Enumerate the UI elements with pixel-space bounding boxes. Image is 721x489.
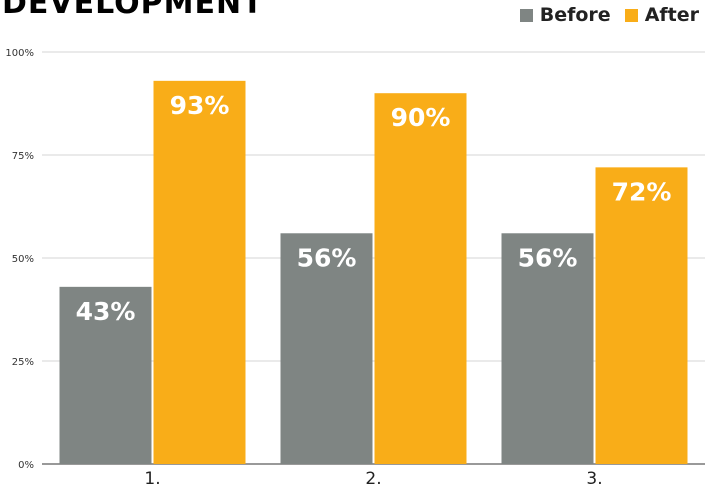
y-tick-label: 50% xyxy=(12,254,34,265)
bar-before-3 xyxy=(501,233,594,464)
data-label-before-3: 56% xyxy=(518,243,578,272)
x-category-label: 2. xyxy=(365,469,381,489)
data-label-after-3: 72% xyxy=(612,177,672,206)
x-category-label: 1. xyxy=(144,469,160,489)
y-tick-label: 25% xyxy=(12,357,34,368)
chart-title: DEVELOPMENT xyxy=(2,0,264,21)
bar-before-2 xyxy=(280,233,373,464)
y-tick-label: 100% xyxy=(5,48,34,59)
legend-item-after: After xyxy=(624,4,699,26)
y-tick-label: 75% xyxy=(12,151,34,162)
bar-before-1 xyxy=(59,286,152,464)
legend-item-before: Before xyxy=(519,4,611,26)
data-label-before-1: 43% xyxy=(76,297,136,326)
legend-swatch-before xyxy=(519,8,533,22)
data-label-after-1: 93% xyxy=(170,91,230,120)
legend: Before After xyxy=(519,4,699,26)
bar-after-3 xyxy=(595,167,688,465)
bar-after-1 xyxy=(153,80,246,464)
data-label-before-2: 56% xyxy=(297,243,357,272)
legend-swatch-after xyxy=(624,8,638,22)
data-label-after-2: 90% xyxy=(391,103,451,132)
bar-after-2 xyxy=(374,93,467,464)
legend-label-after: After xyxy=(644,4,699,26)
legend-label-before: Before xyxy=(539,4,611,26)
x-category-label: 3. xyxy=(586,469,602,489)
y-tick-label: 0% xyxy=(18,460,34,471)
